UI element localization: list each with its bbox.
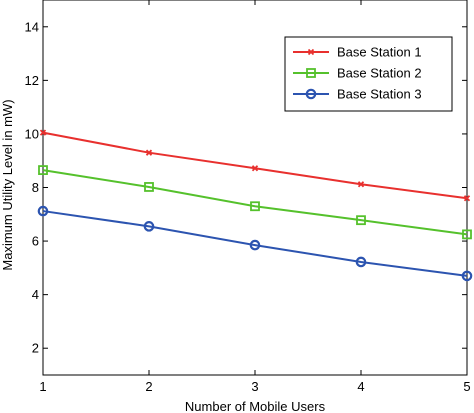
series-3-point	[143, 221, 155, 232]
legend-item: Base Station 1	[293, 45, 422, 60]
series-2-point	[144, 182, 154, 192]
series-1	[39, 129, 471, 202]
series-2-point	[356, 215, 366, 226]
y-axis-label: Maximum Utility Level in mW)	[0, 99, 15, 270]
legend-label: Base Station 3	[337, 87, 422, 102]
x-tick-label: 4	[357, 379, 364, 394]
legend-item: Base Station 2	[293, 66, 422, 81]
y-tick-label: 8	[32, 180, 39, 195]
series-3-point	[355, 256, 367, 268]
x-tick-label: 5	[463, 379, 470, 394]
series-2-line	[42, 169, 468, 236]
legend-label: Base Station 2	[337, 66, 422, 81]
series-1-point	[357, 181, 365, 188]
series-2-point	[250, 201, 260, 212]
legend-marker	[306, 68, 316, 78]
series-2	[38, 165, 472, 240]
series-1-point	[39, 129, 47, 136]
x-tick-label: 3	[251, 379, 258, 394]
y-tick-label: 10	[25, 126, 39, 141]
series-3-line	[42, 210, 468, 277]
series-3-point	[249, 239, 261, 251]
y-tick-label: 6	[32, 234, 39, 249]
legend: Base Station 1 Base Station 2 Base Station…	[284, 36, 453, 112]
y-tick-label: 4	[32, 287, 39, 302]
series-2-point	[38, 165, 48, 175]
series-layer	[37, 129, 473, 282]
y-tick-label: 14	[25, 19, 39, 34]
series-3-point	[461, 270, 473, 282]
y-tick-label: 12	[25, 73, 39, 88]
series-1-point	[251, 165, 259, 172]
series-2-point	[462, 229, 472, 240]
legend-marker	[307, 48, 315, 56]
series-3-point	[37, 205, 49, 217]
series-1-line	[42, 131, 468, 200]
legend-item: Base Station 3	[293, 87, 422, 102]
x-axis-label: Number of Mobile Users	[185, 399, 326, 413]
series-1-point	[145, 149, 153, 156]
legend-label: Base Station 1	[337, 45, 422, 60]
series-1-point	[463, 195, 471, 202]
series-3	[37, 205, 473, 282]
x-tick-label: 2	[145, 379, 152, 394]
legend-marker	[305, 88, 317, 100]
y-tick-label: 2	[32, 341, 39, 356]
x-tick-label: 1	[39, 379, 46, 394]
